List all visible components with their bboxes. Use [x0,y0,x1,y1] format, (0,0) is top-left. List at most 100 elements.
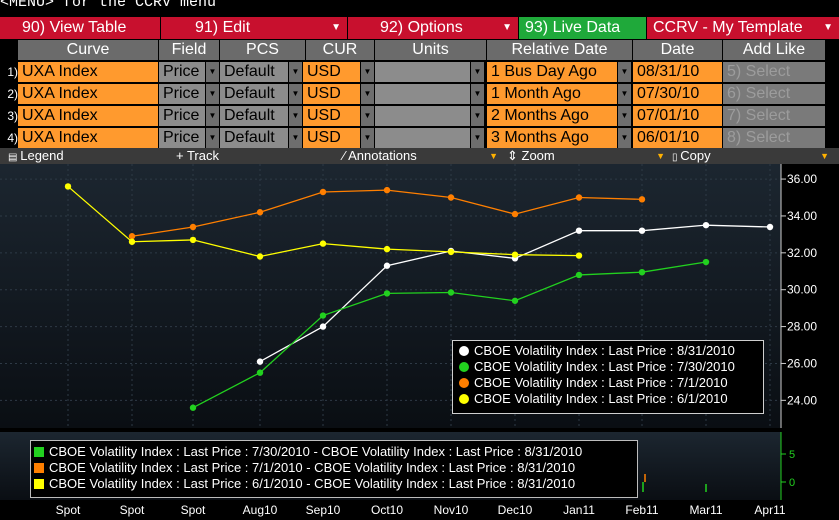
units-dropdown-arrow-icon[interactable]: ▼ [471,62,484,82]
field-select[interactable]: Price [159,106,205,126]
x-axis-tick-label: Aug10 [243,503,278,517]
field-dropdown-arrow-icon[interactable]: ▼ [206,84,219,104]
line-tool-icon: ∕ [343,148,349,163]
field-dropdown-arrow-icon[interactable]: ▼ [206,128,219,148]
currency-dropdown-arrow-icon[interactable]: ▼ [361,84,374,104]
add-like-select-button[interactable]: 7) Select [723,106,825,126]
relative-date-select[interactable]: 1 Month Ago [487,84,617,104]
pcs-dropdown-arrow-icon[interactable]: ▼ [289,84,302,104]
relative-date-select[interactable]: 2 Months Ago [487,106,617,126]
series-point-2 [638,196,646,203]
series-point-3 [447,248,455,256]
field-dropdown-arrow-icon[interactable]: ▼ [206,62,219,82]
currency-field[interactable]: USD [303,62,360,82]
field-select[interactable]: Price [159,128,205,148]
relative-date-dropdown-arrow-icon[interactable]: ▼ [618,128,631,148]
edit-menu-button[interactable]: 91) Edit ▼ [161,17,347,39]
field-select[interactable]: Price [159,84,205,104]
series-point-2 [128,233,136,240]
currency-dropdown-arrow-icon[interactable]: ▼ [361,106,374,126]
add-like-select-button[interactable]: 6) Select [723,84,825,104]
x-axis-tick-label: Spot [181,503,206,517]
units-dropdown-arrow-icon[interactable]: ▼ [471,84,484,104]
series-point-3 [189,236,197,244]
row-number: 1) [7,65,18,79]
units-select[interactable] [375,62,470,82]
series-point-0 [702,221,710,229]
curve-ticker-field[interactable]: UXA Index [18,128,158,148]
view-table-button[interactable]: 90) View Table [0,17,160,39]
relative-date-dropdown-arrow-icon[interactable]: ▼ [618,106,631,126]
currency-field[interactable]: USD [303,84,360,104]
relative-date-dropdown-arrow-icon[interactable]: ▼ [618,84,631,104]
currency-dropdown-arrow-icon[interactable]: ▼ [361,128,374,148]
dropdown-arrow-icon: ▼ [820,151,829,161]
pcs-select[interactable]: Default [220,128,288,148]
series-point-1 [319,312,327,319]
add-like-select-button[interactable]: 8) Select [723,128,825,148]
relative-date-select[interactable]: 3 Months Ago [487,128,617,148]
dropdown-arrow-icon: ▼ [823,22,833,33]
currency-field[interactable]: USD [303,128,360,148]
relative-date-dropdown-arrow-icon[interactable]: ▼ [618,62,631,82]
series-point-0 [638,227,646,234]
y-axis-tick-label: 28.00 [787,320,817,334]
series-point-1 [702,258,710,266]
pcs-dropdown-arrow-icon[interactable]: ▼ [289,62,302,82]
legend-entry: CBOE Volatility Index : Last Price : 6/1… [459,391,728,407]
pcs-select[interactable]: Default [220,62,288,82]
series-point-3 [64,183,72,190]
pcs-select[interactable]: Default [220,84,288,104]
pcs-dropdown-arrow-icon[interactable]: ▼ [289,106,302,126]
date-field[interactable]: 07/01/10 [633,106,722,126]
currency-field[interactable]: USD [303,106,360,126]
curve-ticker-field[interactable]: UXA Index [18,84,158,104]
zoom-button[interactable]: ⇕ Zoom ▼ [507,148,665,164]
units-dropdown-arrow-icon[interactable]: ▼ [471,106,484,126]
series-point-2 [256,209,264,216]
date-field[interactable]: 07/30/10 [633,84,722,104]
field-select[interactable]: Price [159,62,205,82]
date-field[interactable]: 06/01/10 [633,128,722,148]
options-menu-button[interactable]: 92) Options ▼ [348,17,518,39]
series-point-2 [189,223,197,231]
legend-button[interactable]: ▤ Legend [8,148,64,164]
series-point-0 [319,323,327,330]
y-axis-tick-label: 26.00 [787,356,817,370]
currency-dropdown-arrow-icon[interactable]: ▼ [361,62,374,82]
x-axis-tick-label: Sep10 [306,503,341,517]
track-label: Track [186,148,219,163]
pcs-dropdown-arrow-icon[interactable]: ▼ [289,128,302,148]
plus-icon: + [176,148,187,163]
units-dropdown-arrow-icon[interactable]: ▼ [471,128,484,148]
live-data-button[interactable]: 93) Live Data [519,17,646,39]
track-button[interactable]: + Track [176,148,219,164]
template-menu-button[interactable]: CCRV - My Template ▼ [647,17,839,39]
x-axis-tick-label: Nov10 [434,503,469,517]
legend-label: CBOE Volatility Index : Last Price : 6/1… [474,391,728,406]
pcs-select[interactable]: Default [220,106,288,126]
x-axis-tick-label: Apr11 [754,503,785,517]
series-point-0 [383,262,391,269]
units-select[interactable] [375,106,470,126]
units-select[interactable] [375,128,470,148]
field-dropdown-arrow-icon[interactable]: ▼ [206,106,219,126]
legend-marker-icon [459,362,469,372]
series-point-3 [575,252,583,259]
date-field[interactable]: 08/31/10 [633,62,722,82]
col-header-date: Date [633,40,722,60]
legend-entry: CBOE Volatility Index : Last Price : 8/3… [459,343,735,359]
annotations-button[interactable]: ∕ Annotations ▼ [343,148,498,164]
curve-ticker-field[interactable]: UXA Index [18,62,158,82]
legend-marker-icon [459,394,469,404]
series-point-2 [447,194,455,201]
relative-date-select[interactable]: 1 Bus Day Ago [487,62,617,82]
units-select[interactable] [375,84,470,104]
copy-button[interactable]: ▯ Copy ▼ [672,148,829,164]
add-like-select-button[interactable]: 5) Select [723,62,825,82]
difference-legend-label: CBOE Volatility Index : Last Price : 6/1… [49,476,576,491]
curve-ticker-field[interactable]: UXA Index [18,106,158,126]
series-point-3 [256,253,264,260]
series-point-3 [511,251,519,258]
edit-label: 91) Edit [195,19,251,36]
